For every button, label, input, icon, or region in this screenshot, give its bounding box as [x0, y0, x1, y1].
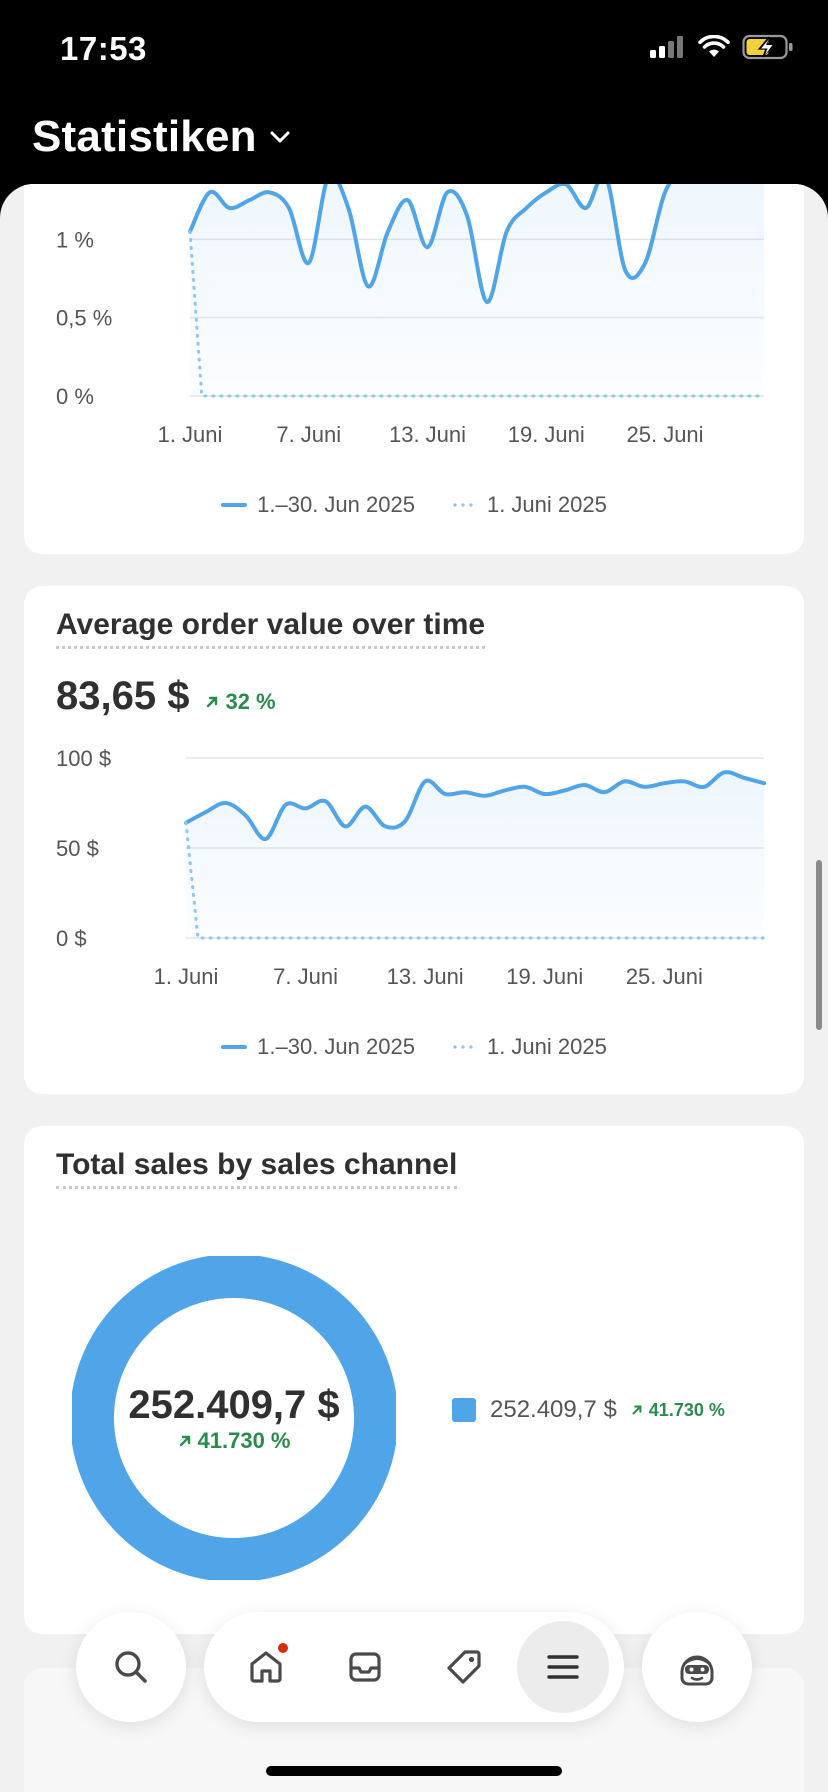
chart-legend: 1.–30. Jun 2025 1. Juni 2025	[24, 492, 804, 518]
nav-pill	[204, 1612, 624, 1722]
inbox-icon	[348, 1652, 381, 1682]
arrow-up-right-icon	[632, 1405, 642, 1415]
account-button[interactable]	[642, 1612, 752, 1722]
home-indicator	[266, 1766, 562, 1776]
donut-legend-item: 252.409,7 $ 41.730 %	[452, 1396, 725, 1424]
series-group	[184, 770, 766, 940]
nav-products[interactable]	[418, 1621, 510, 1713]
x-tick-label: 25. Juni	[626, 964, 703, 986]
status-time: 17:53	[60, 30, 147, 67]
kpi-value: 83,65 $	[56, 674, 190, 718]
series-line-comparison	[188, 230, 766, 398]
donut-slice	[70, 1254, 398, 1582]
legend-dotted-swatch	[450, 1045, 477, 1049]
x-tick-label: 1. Juni	[158, 422, 223, 447]
donut-total-value: 252.409,7 $	[128, 1382, 340, 1427]
trend-badge: 41.730 %	[631, 1400, 725, 1421]
conversion-rate-card: 1 % 0,5 % 0 % 1. Juni 7. Juni 13. Juni 19. Jun…	[24, 184, 804, 554]
series-area	[186, 772, 764, 938]
legend-solid-swatch	[221, 1045, 248, 1049]
legend-solid-swatch	[221, 503, 248, 507]
legend-label: 1. Juni 2025	[486, 492, 607, 517]
trend-badge: 41.730 %	[178, 1427, 291, 1454]
x-tick-label: 25. Juni	[627, 422, 704, 447]
legend-value: 252.409,7 $	[490, 1396, 617, 1423]
search-icon	[115, 1651, 147, 1683]
page-header[interactable]: Statistiken	[32, 112, 293, 162]
legend-label: 1. Juni 2025	[486, 1034, 607, 1059]
legend-item-current: 1.–30. Jun 2025	[221, 1034, 415, 1060]
sales-by-channel-card[interactable]: Total sales by sales channel 252.409,7 $…	[24, 1126, 804, 1634]
x-tick-label: 19. Juni	[506, 964, 583, 986]
trend-value: 41.730 %	[197, 1427, 291, 1453]
legend-item-current: 1.–30. Jun 2025	[221, 492, 415, 518]
legend-label: 1.–30. Jun 2025	[257, 1034, 415, 1059]
card-title[interactable]: Average order value over time	[56, 608, 486, 649]
series-line-current	[184, 770, 766, 841]
nav-home[interactable]	[220, 1621, 312, 1713]
tag-icon	[446, 1650, 481, 1684]
arrow-up-right-icon	[207, 696, 218, 708]
battery-charging-icon	[742, 34, 793, 60]
average-order-value-card[interactable]: Average order value over time 83,65 $ 32…	[24, 586, 804, 1094]
bottom-nav-bar	[204, 1612, 624, 1722]
nav-inbox[interactable]	[319, 1621, 411, 1713]
y-tick-label: 1 %	[56, 227, 94, 252]
page-title: Statistiken	[32, 112, 257, 161]
notification-dot	[275, 1641, 290, 1655]
arrow-up-right-icon	[179, 1435, 190, 1446]
trend-value: 41.730 %	[648, 1399, 725, 1420]
chart-legend: 1.–30. Jun 2025 1. Juni 2025	[24, 1034, 804, 1060]
home-icon	[249, 1651, 282, 1683]
menu-icon	[546, 1655, 579, 1679]
x-tick-label: 13. Juni	[389, 422, 466, 447]
nav-menu[interactable]	[516, 1621, 609, 1713]
avatar-icon	[680, 1655, 714, 1686]
x-tick-label: 13. Juni	[387, 964, 464, 986]
conversion-rate-chart: 1 % 0,5 % 0 % 1. Juni 7. Juni 13. Juni 19. Jun…	[56, 184, 766, 447]
wifi-icon	[698, 35, 730, 57]
y-tick-label: 0 $	[56, 926, 87, 951]
status-icons	[650, 34, 794, 60]
legend-item-comparison: 1. Juni 2025	[450, 492, 607, 518]
trend-badge: 32 %	[205, 689, 276, 715]
analytics-sheet[interactable]: 1 % 0,5 % 0 % 1. Juni 7. Juni 13. Juni 19. Jun…	[0, 184, 828, 1792]
x-tick-label: 7. Juni	[273, 964, 338, 986]
series-line-current	[188, 184, 672, 305]
chevron-down-icon	[270, 131, 290, 143]
y-tick-label: 0,5 %	[56, 306, 112, 331]
status-bar: 17:53	[0, 0, 828, 100]
average-order-value-chart: 100 $ 50 $ 0 $ 1. Juni 7. Juni 13. Juni 19. Ju…	[56, 746, 766, 986]
legend-square-swatch	[452, 1398, 476, 1422]
donut-center: 252.409,7 $ 41.730 %	[72, 1256, 396, 1580]
legend-dotted-swatch	[450, 503, 477, 507]
series-line-comparison	[184, 821, 766, 940]
scrollbar[interactable]	[816, 860, 822, 1030]
cellular-signal-icon	[650, 36, 683, 58]
series-group	[188, 184, 766, 398]
y-tick-label: 50 $	[56, 836, 99, 861]
x-tick-label: 19. Juni	[508, 422, 585, 447]
trend-value: 32 %	[225, 689, 276, 714]
legend-label: 1.–30. Jun 2025	[257, 492, 415, 517]
legend-item-comparison: 1. Juni 2025	[450, 1034, 607, 1060]
x-tick-label: 1. Juni	[154, 964, 219, 986]
y-tick-label: 0 %	[56, 384, 94, 409]
y-tick-label: 100 $	[56, 746, 111, 771]
card-title[interactable]: Total sales by sales channel	[56, 1148, 458, 1189]
kpi-summary: 83,65 $ 32 %	[56, 674, 276, 719]
x-tick-label: 7. Juni	[276, 422, 341, 447]
nav-search[interactable]	[76, 1612, 186, 1722]
series-area	[190, 184, 764, 396]
donut-chart: 252.409,7 $ 41.730 %	[70, 1254, 398, 1582]
donut-ring	[70, 1254, 398, 1582]
search-button[interactable]	[76, 1612, 186, 1722]
nav-account[interactable]	[642, 1612, 752, 1722]
